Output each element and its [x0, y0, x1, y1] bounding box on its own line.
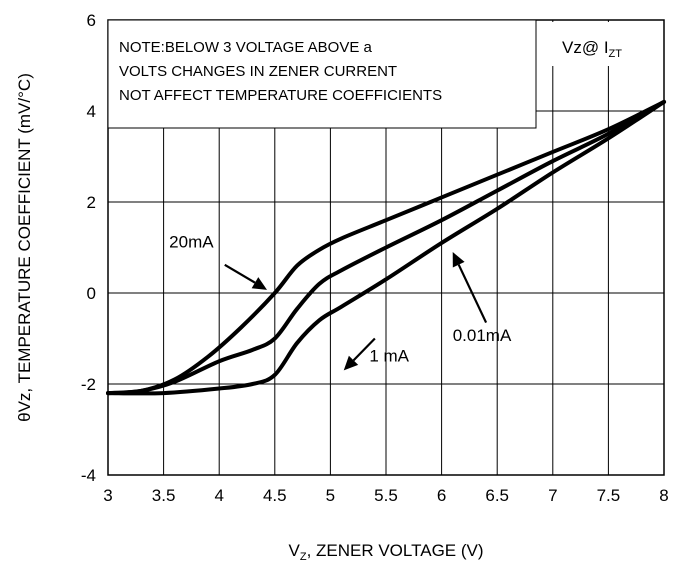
x-axis-label-subscript: Z: [300, 551, 307, 563]
annotation-arrow-head: [251, 277, 268, 290]
note-box: [107, 19, 537, 129]
annotation-arrow-head: [452, 252, 465, 268]
x-tick-label: 7: [548, 486, 557, 505]
x-axis-label-v: V: [288, 541, 300, 560]
corner-label-main: Vz@ I: [562, 38, 609, 57]
corner-label-box: [552, 22, 662, 66]
annotation-arrow-shaft: [457, 264, 488, 324]
y-tick-label: 6: [87, 11, 96, 30]
x-tick-labels: 3 3.5 4 4.5 5 5.5 6 6.5 7 7.5 8: [103, 486, 668, 505]
y-axis-label: θVz, TEMPERATURE COEFFICIENT (mV/°C): [15, 73, 34, 422]
x-tick-label: 4: [214, 486, 223, 505]
y-tick-label: 0: [87, 284, 96, 303]
annotation-arrow-shaft: [224, 263, 256, 284]
x-tick-label: 8: [659, 486, 668, 505]
series-line-0-01ma: [106, 99, 666, 396]
x-tick-label: 3.5: [152, 486, 176, 505]
series-line-1-ma: [106, 99, 666, 396]
y-tick-label: -2: [81, 375, 96, 394]
x-axis-label: VZ, ZENER VOLTAGE (V): [288, 541, 483, 563]
y-tick-label: 4: [87, 102, 96, 121]
x-tick-label: 5.5: [374, 486, 398, 505]
note-line-1: NOTE:BELOW 3 VOLTAGE ABOVE a: [119, 39, 373, 56]
corner-label: Vz@ IZT: [562, 38, 622, 60]
note-line-3: NOT AFFECT TEMPERATURE COEFFICIENTS: [119, 87, 442, 104]
x-axis-label-rest: , ZENER VOLTAGE (V): [307, 541, 484, 560]
annotation-arrow-head: [343, 355, 359, 371]
series-layer: [106, 99, 666, 396]
series-line-20ma: [106, 99, 666, 396]
x-tick-label: 6: [437, 486, 446, 505]
y-tick-label: -4: [81, 466, 96, 485]
y-tick-labels: -4 -2 0 2 4 6: [81, 11, 96, 485]
x-tick-label: 3: [103, 486, 112, 505]
annotation-label: 0.01mA: [453, 326, 512, 345]
note-line-2: VOLTS CHANGES IN ZENER CURRENT: [119, 63, 397, 80]
annotation-layer: 20mA 1 mA 0.01mA: [169, 233, 512, 371]
x-tick-label: 7.5: [597, 486, 621, 505]
y-tick-label: 2: [87, 193, 96, 212]
annotation-label: 1 mA: [369, 346, 409, 365]
x-tick-label: 6.5: [485, 486, 509, 505]
corner-label-subscript: ZT: [609, 48, 623, 60]
x-tick-label: 4.5: [263, 486, 287, 505]
x-tick-label: 5: [326, 486, 335, 505]
annotation-arrow-shaft: [352, 337, 376, 362]
annotation-label: 20mA: [169, 233, 214, 252]
